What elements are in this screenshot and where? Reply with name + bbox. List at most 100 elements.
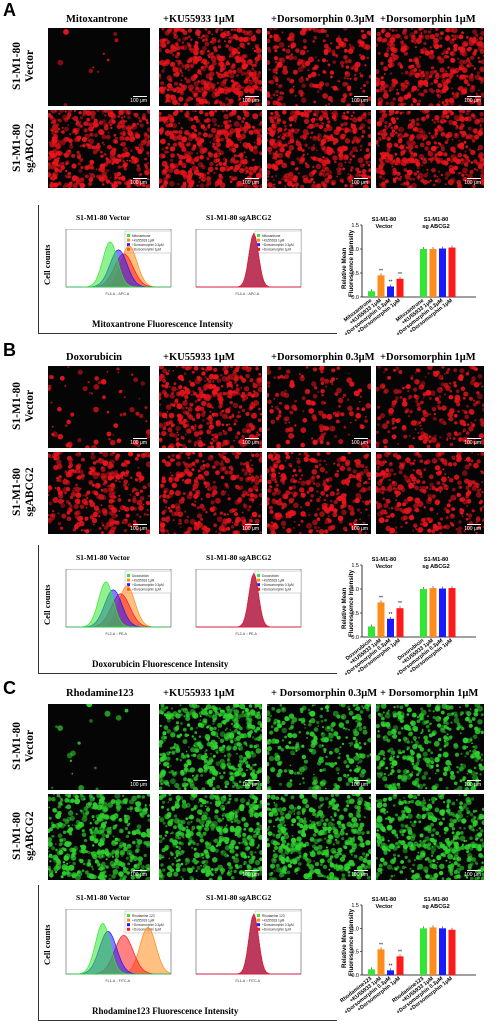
cell-dot <box>222 410 224 412</box>
cell-dot <box>112 120 116 124</box>
cell-dot <box>275 480 278 483</box>
cell-dot <box>205 64 209 68</box>
cell-dot <box>416 122 420 126</box>
cell-dot <box>284 374 289 379</box>
cell-dot <box>229 87 232 90</box>
cell-dot <box>341 124 343 126</box>
cell-dot <box>261 489 262 491</box>
cell-dot <box>108 112 114 118</box>
cell-dot <box>227 513 229 515</box>
cell-dot <box>300 427 306 433</box>
cell-dot <box>404 35 408 39</box>
cell-dot <box>459 486 463 490</box>
cell-dot <box>302 418 307 423</box>
cell-dot <box>239 394 241 396</box>
cell-dot <box>222 110 225 112</box>
cell-dot <box>396 455 401 460</box>
cell-dot <box>433 371 439 377</box>
cell-dot <box>224 40 226 42</box>
cell-dot <box>438 471 442 475</box>
cell-dot <box>322 58 326 62</box>
cell-dot <box>118 372 120 374</box>
cell-dot <box>218 88 221 91</box>
cell-dot <box>217 73 223 79</box>
cell-dot <box>419 154 425 160</box>
cell-dot <box>419 56 421 58</box>
cell-dot <box>443 104 446 107</box>
cell-dot <box>429 435 432 438</box>
cell-dot <box>390 132 395 137</box>
cell-dot <box>282 132 285 135</box>
cell-dot <box>376 185 378 188</box>
cell-dot <box>298 481 301 484</box>
cell-dot <box>86 497 88 499</box>
cell-dot <box>347 85 351 89</box>
cell-dot <box>201 367 204 370</box>
cell-dot <box>202 87 206 91</box>
cell-dot <box>137 454 141 458</box>
cell-dot <box>201 444 204 447</box>
cell-dot <box>444 160 446 162</box>
cell-dot <box>305 164 309 168</box>
cell-dot <box>254 130 259 135</box>
cell-dot <box>64 492 67 495</box>
cell-dot <box>378 137 382 141</box>
cell-dot <box>113 423 118 428</box>
cell-dot <box>102 395 106 399</box>
cell-dot <box>196 394 200 398</box>
cell-dot <box>172 54 174 56</box>
cell-dot <box>458 153 463 158</box>
cell-dot <box>210 442 213 445</box>
cell-dot <box>443 152 447 156</box>
cell-dot <box>427 372 429 374</box>
cell-dot <box>215 470 220 475</box>
cell-dot <box>350 511 355 516</box>
cell-dot <box>322 165 327 170</box>
cell-dot <box>399 145 404 150</box>
cell-dot <box>349 46 354 51</box>
cell-dot <box>196 93 198 95</box>
cell-dot <box>285 390 287 392</box>
cell-dot <box>183 175 187 179</box>
cell-dot <box>231 29 233 31</box>
cell-dot <box>441 459 447 465</box>
cell-dot <box>108 132 110 134</box>
cell-dot <box>206 378 209 381</box>
cell-dot <box>369 75 371 79</box>
cell-dot <box>349 411 354 416</box>
cell-dot <box>201 165 206 170</box>
cell-dot <box>213 524 217 528</box>
cell-dot <box>83 495 85 497</box>
cell-dot <box>248 488 253 493</box>
cell-dot <box>225 97 228 100</box>
cell-dot <box>458 520 461 523</box>
cell-dot <box>184 511 186 513</box>
cell-dot <box>354 419 357 422</box>
cell-dot <box>305 501 310 506</box>
cell-dot <box>93 145 95 147</box>
cell-dot <box>208 167 214 173</box>
cell-dot <box>132 129 134 131</box>
cell-dot <box>115 137 118 140</box>
cell-dot <box>194 441 197 444</box>
cell-dot <box>89 392 91 394</box>
cell-dot <box>321 394 324 397</box>
cell-dot <box>59 162 65 168</box>
cell-dot <box>228 124 232 128</box>
cell-dot <box>249 423 253 427</box>
legend-swatch <box>127 239 130 242</box>
cell-dot <box>359 174 361 176</box>
cell-dot <box>417 103 420 106</box>
cell-dot <box>301 63 306 68</box>
cell-dot <box>51 513 55 517</box>
cell-dot <box>245 477 250 482</box>
cell-dot <box>196 152 198 154</box>
cell-dot <box>471 73 474 76</box>
cell-dot <box>178 88 183 93</box>
cell-dot <box>456 180 461 185</box>
cell-dot <box>451 514 454 517</box>
cell-dot <box>178 97 183 102</box>
cell-dot <box>437 513 439 515</box>
cell-dot <box>398 134 400 136</box>
cell-dot <box>222 424 225 427</box>
